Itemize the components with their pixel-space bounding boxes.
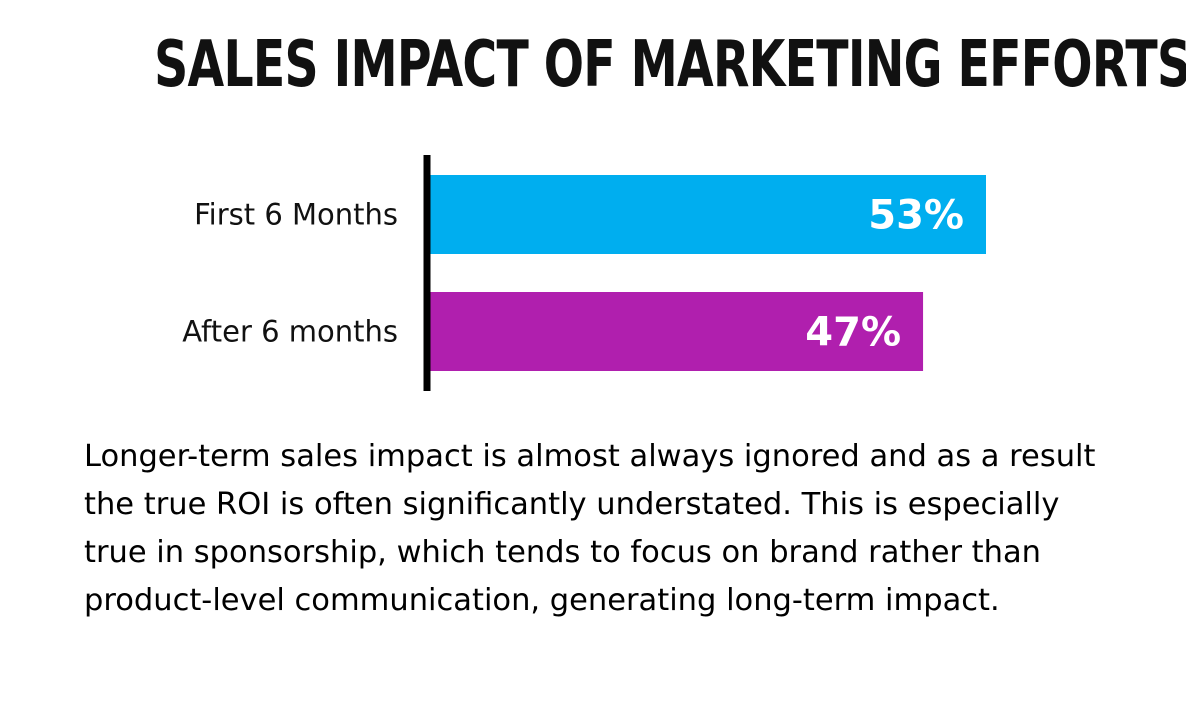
value-label-2: 47% <box>805 310 901 356</box>
category-label-2: After 6 months <box>182 315 398 349</box>
bar-chart: 53% 47% First 6 Months After 6 months <box>182 155 986 391</box>
bar-1 <box>430 175 986 254</box>
bar-2 <box>430 292 924 371</box>
value-label-1: 53% <box>868 193 964 239</box>
bars-group: 53% 47% <box>430 175 986 371</box>
caption-paragraph: Longer-term sales impact is almost alway… <box>84 439 1096 618</box>
chart-title: SALES IMPACT OF MARKETING EFFORTS <box>154 28 1186 102</box>
labels-group: First 6 Months After 6 months <box>182 198 398 349</box>
category-label-1: First 6 Months <box>194 198 398 232</box>
